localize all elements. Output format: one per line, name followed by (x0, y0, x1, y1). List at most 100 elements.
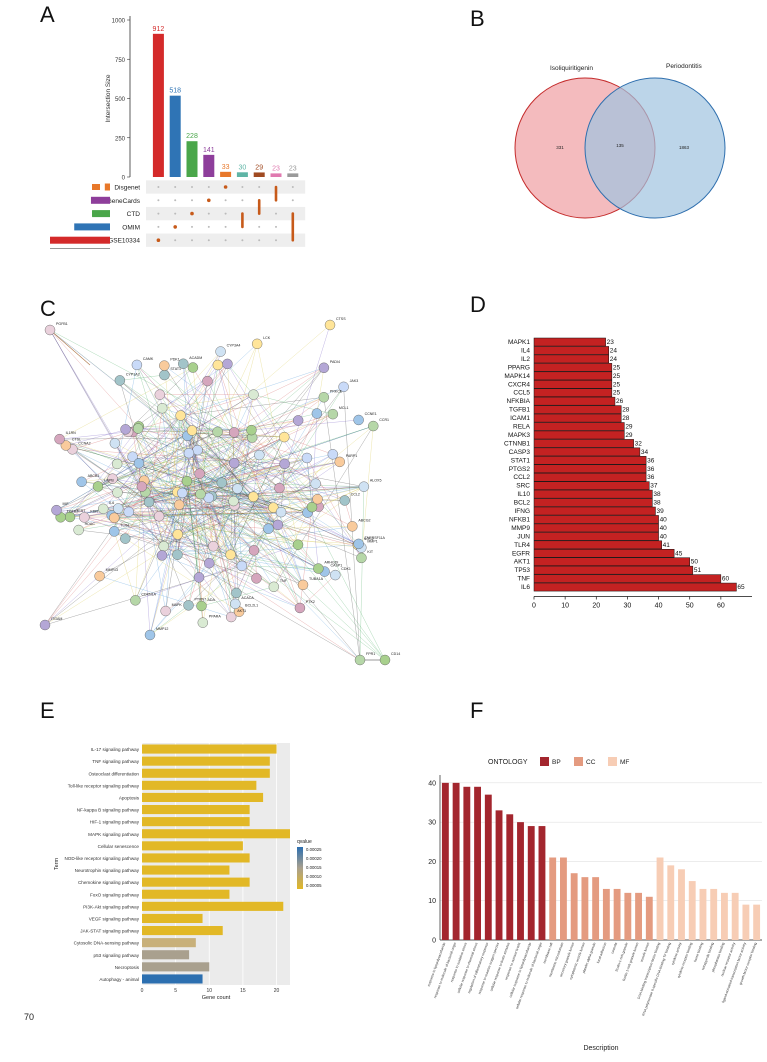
d-category-label: CTNNB1 (504, 440, 530, 447)
d-bar (533, 532, 659, 541)
c-node (76, 476, 87, 488)
c-node (132, 423, 144, 434)
f-bar (592, 877, 600, 940)
e-term-label: Cellular senescence (98, 844, 140, 849)
c-edge (259, 454, 304, 585)
c-edge (284, 463, 316, 484)
c-edge (208, 497, 232, 618)
e-xtick-label: 0 (141, 988, 144, 994)
a-matrix-dot (156, 238, 161, 242)
c-edge (59, 438, 282, 513)
c-edge (182, 492, 304, 586)
c-edge (217, 431, 232, 618)
c-node (107, 473, 118, 484)
a-matrix-dot-empty (157, 212, 160, 215)
c-edge (177, 534, 257, 579)
c-edge (253, 496, 257, 579)
c-edge (117, 415, 181, 493)
a-set-size-bar (104, 183, 110, 191)
a-bar-label: 29 (255, 164, 263, 171)
c-node (339, 495, 350, 506)
d-bar (533, 405, 622, 414)
a-matrix-dot-empty (191, 239, 193, 242)
d-bar (533, 506, 656, 516)
c-edge (279, 454, 333, 489)
d-bar (533, 346, 609, 355)
d-xtick-label: 30 (624, 603, 632, 610)
c-node (208, 541, 219, 552)
d-bar (533, 447, 641, 457)
c-node (181, 475, 193, 487)
d-xtick-label: 20 (592, 603, 600, 610)
e-term-label: HIF-1 signaling pathway (90, 820, 140, 825)
e-term-label: Cytosolic DNA-sensing pathway (74, 941, 140, 946)
c-node (301, 452, 313, 464)
c-node-label: ACADM (189, 356, 202, 360)
f-bar (441, 782, 449, 940)
f-bar (635, 892, 643, 940)
e-term-label: Necroptosis (115, 965, 140, 970)
c-edge (141, 437, 253, 487)
c-edge (59, 431, 129, 440)
f-category-label: vesicle lumen (639, 942, 650, 963)
d-category-label: MAPK3 (508, 432, 530, 439)
c-node (225, 611, 237, 623)
c-node (186, 425, 198, 436)
c-edge (227, 363, 235, 464)
c-edge (162, 526, 353, 556)
a-matrix-dot-empty (174, 239, 177, 242)
e-bar (142, 962, 210, 972)
c-node (197, 617, 209, 628)
a-set-size-bar (90, 196, 110, 204)
c-node (51, 504, 62, 516)
c-node (358, 481, 370, 492)
e-bar (142, 974, 203, 984)
c-edge (65, 445, 150, 503)
d-value-label: 28 (622, 415, 630, 422)
c-node (228, 495, 239, 507)
c-node (39, 619, 51, 631)
c-node-label: KIT (367, 550, 373, 554)
c-node (98, 503, 109, 515)
c-node (279, 458, 290, 470)
c-edge (199, 473, 278, 526)
a-matrix-dot-empty (207, 212, 210, 215)
a-matrix-dot-empty (157, 199, 160, 202)
c-node (275, 506, 287, 518)
c-node (130, 595, 141, 606)
c-node (114, 375, 126, 386)
c-node-label: MMP13 (106, 568, 118, 572)
a-ytick-label: 1000 (112, 19, 126, 25)
a-bar (203, 154, 215, 177)
a-ytick-label: 0 (122, 176, 126, 182)
a-bar (236, 172, 248, 177)
c-edge (177, 491, 304, 586)
d-bar (533, 413, 622, 423)
panel-letter-f: F (470, 698, 484, 723)
e-bar (142, 865, 230, 875)
d-value-label: 25 (613, 373, 621, 380)
a-matrix-dot-empty (191, 225, 193, 228)
c-edge (44, 565, 242, 626)
c-node-label: CTSL (72, 437, 81, 441)
c-node (143, 496, 155, 508)
e-term-label: Osteoclast differentiation (89, 771, 140, 776)
a-matrix-dot-empty (258, 186, 261, 188)
c-edge (253, 454, 333, 497)
c-node (94, 570, 105, 582)
a-bar-label: 30 (239, 164, 247, 171)
a-set-label: Disgenet (114, 185, 140, 192)
c-node (133, 458, 145, 469)
d-xtick-label: 40 (655, 603, 663, 610)
a-set-size-bar (50, 236, 110, 244)
d-bar (533, 337, 606, 347)
d-bar (533, 388, 613, 398)
c-edge (114, 531, 257, 579)
c-edge (211, 367, 325, 497)
c-node (216, 477, 228, 488)
c-edge (84, 517, 210, 564)
d-value-label: 40 (660, 533, 668, 540)
a-matrix-dot-empty (191, 199, 193, 202)
f-bar (699, 888, 707, 940)
c-edge (253, 496, 269, 529)
